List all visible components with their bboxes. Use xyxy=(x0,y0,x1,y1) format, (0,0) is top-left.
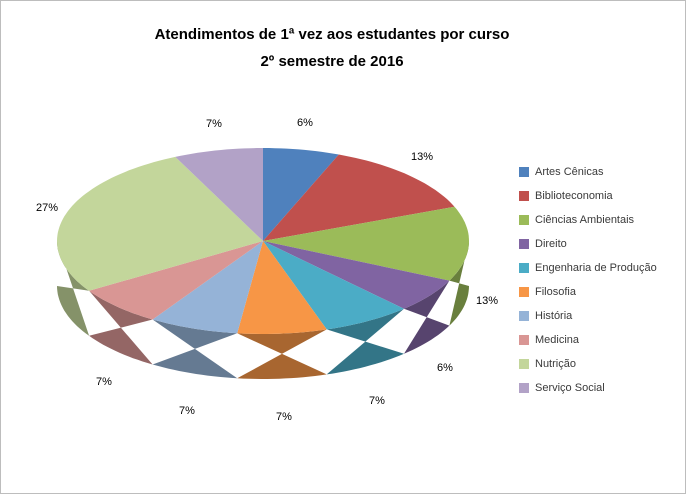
legend-swatch xyxy=(519,239,529,249)
pie-slice[interactable] xyxy=(263,154,455,242)
legend-label: Engenharia de Produção xyxy=(535,262,657,274)
pie-percentage-label: 27% xyxy=(36,202,58,214)
legend-label: Filosofia xyxy=(535,286,576,298)
pie-slice[interactable] xyxy=(57,156,263,291)
pie-slice[interactable] xyxy=(175,148,263,241)
legend-swatch xyxy=(519,215,529,225)
pie-slice[interactable] xyxy=(237,241,327,334)
legend-label: Biblioteconomia xyxy=(535,190,613,202)
pie-slice[interactable] xyxy=(263,148,339,241)
chart-legend: Artes Cênicas Biblioteconomia Ciências A… xyxy=(519,160,657,400)
legend-item[interactable]: História xyxy=(519,304,657,328)
legend-swatch xyxy=(519,311,529,321)
legend-swatch xyxy=(519,191,529,201)
pie-slice[interactable] xyxy=(152,241,263,334)
pie-percentage-label: 7% xyxy=(206,118,222,130)
pie-percentage-label: 7% xyxy=(369,395,385,407)
pie-slice-side xyxy=(449,241,469,326)
pie-slice[interactable] xyxy=(89,241,263,320)
legend-swatch xyxy=(519,263,529,273)
pie-slice[interactable] xyxy=(263,241,404,330)
pie-percentage-label: 7% xyxy=(179,405,195,417)
pie-slice-side xyxy=(89,290,153,365)
pie-slice[interactable] xyxy=(263,241,450,309)
pie-percentage-label: 7% xyxy=(276,411,292,423)
legend-item[interactable]: Ciências Ambientais xyxy=(519,208,657,232)
pie-percentage-label: 6% xyxy=(437,362,453,374)
pie-slice-side xyxy=(326,308,404,375)
chart-title-line2: 2º semestre de 2016 xyxy=(260,53,404,70)
pie-percentage-label: 6% xyxy=(297,117,313,129)
legend-item[interactable]: Engenharia de Produção xyxy=(519,256,657,280)
legend-label: Serviço Social xyxy=(535,382,605,394)
pie-percentage-label: 13% xyxy=(476,295,498,307)
legend-item[interactable]: Biblioteconomia xyxy=(519,184,657,208)
legend-item[interactable]: Serviço Social xyxy=(519,376,657,400)
legend-label: História xyxy=(535,310,573,322)
legend-label: Medicina xyxy=(535,334,580,346)
legend-swatch xyxy=(519,383,529,393)
chart-title-line1: Atendimentos de 1ª vez aos estudantes po… xyxy=(154,26,510,43)
legend-item[interactable]: Filosofia xyxy=(519,280,657,304)
legend-label: Direito xyxy=(535,238,567,250)
pie-slice-side xyxy=(237,329,327,379)
legend-swatch xyxy=(519,335,529,345)
pie-percentage-label: 7% xyxy=(96,376,112,388)
legend-item[interactable]: Nutrição xyxy=(519,352,657,376)
pie-slice[interactable] xyxy=(263,206,469,281)
legend-swatch xyxy=(519,359,529,369)
legend-swatch xyxy=(519,167,529,177)
legend-label: Nutrição xyxy=(535,358,576,370)
legend-swatch xyxy=(519,287,529,297)
pie-percentage-label: 13% xyxy=(411,151,433,163)
pie-slice-side xyxy=(152,319,238,379)
legend-item[interactable]: Artes Cênicas xyxy=(519,160,657,184)
pie-slice-side xyxy=(404,280,450,354)
legend-label: Artes Cênicas xyxy=(535,166,604,178)
legend-label: Ciências Ambientais xyxy=(535,214,635,226)
legend-item[interactable]: Medicina xyxy=(519,328,657,352)
chart-title: Atendimentos de 1ª vez aos estudantes po… xyxy=(1,21,663,75)
legend-item[interactable]: Direito xyxy=(519,232,657,256)
